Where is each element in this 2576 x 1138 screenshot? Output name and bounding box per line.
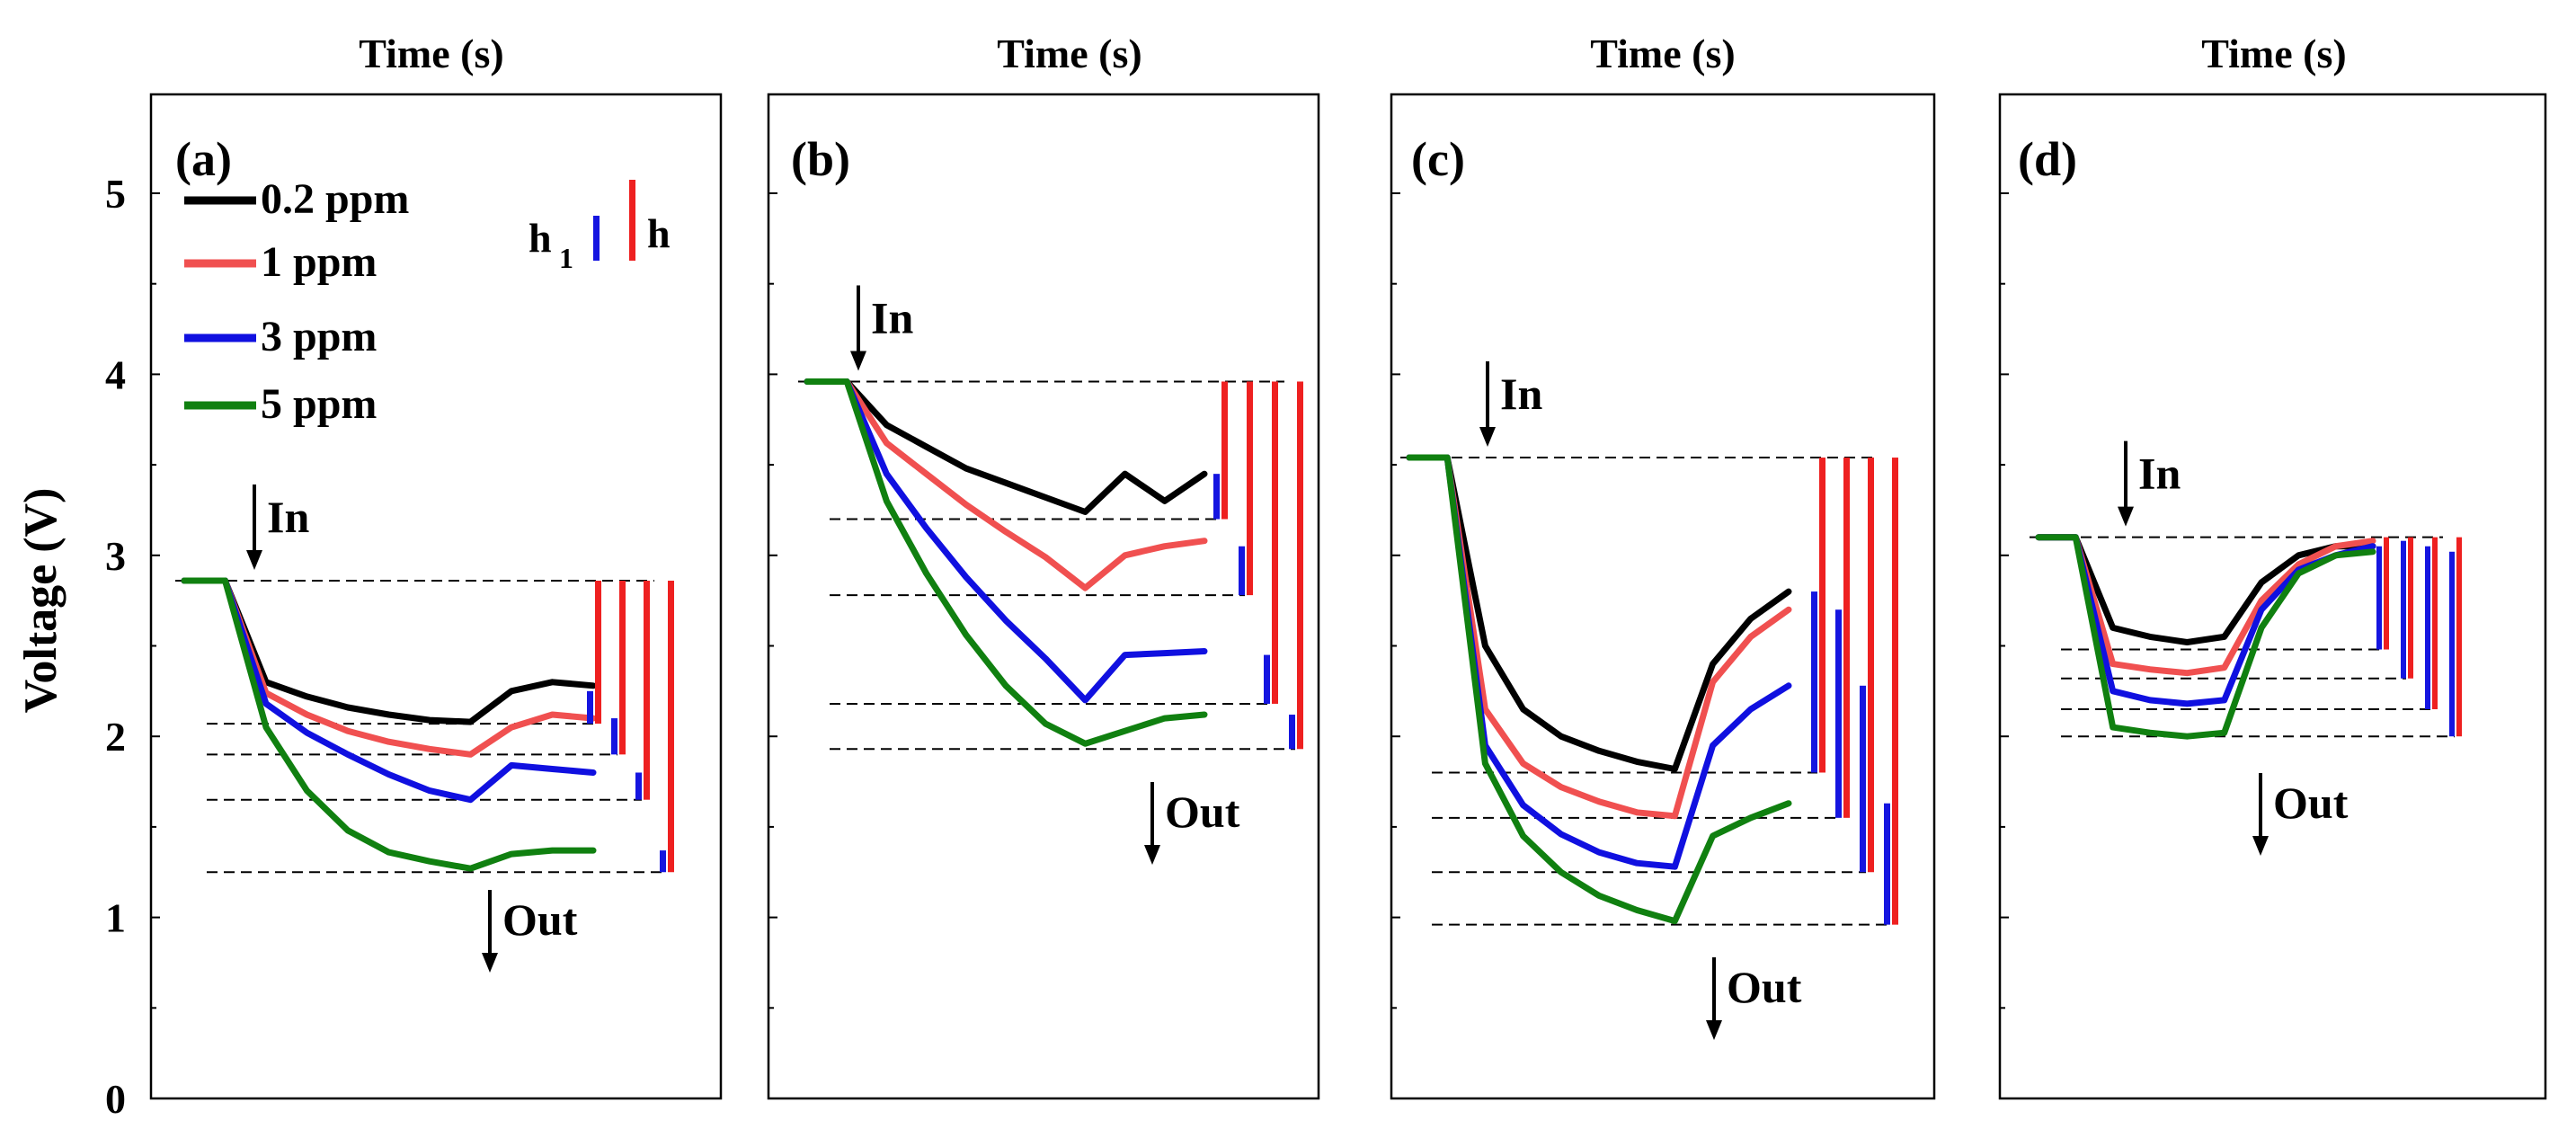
y-tick-label: 5 [105,171,126,217]
panel-a-series-blue [181,577,597,804]
panel-c-h-bar [1868,458,1874,873]
panel-d-h-bar [2432,537,2438,709]
panel-c-frame [1390,93,1936,1100]
panel-b-in-arrow-head [850,351,866,371]
height-bars [587,180,2462,925]
panel-a-h-bar [668,580,674,873]
y-axis-title: Voltage (V) [15,488,67,714]
panel-d-out-arrow-head [2252,836,2269,856]
panel-b-h-bar [1297,381,1303,750]
panel-b-series-black [804,378,1208,515]
panel-a-series-red [181,577,597,758]
panel-a-h-bar [644,580,650,800]
legend-label: 5 ppm [261,380,377,428]
series-lines [181,196,2376,925]
panel-a-frame [149,93,723,1100]
panel-d-in-arrow-head [2118,506,2134,527]
panel-b-out-label: Out [1165,787,1240,837]
panel-c-in-label: In [1500,369,1542,419]
panel-d-h1-bar [2401,540,2406,679]
legend-label: 1 ppm [261,238,377,286]
panel-c-out-arrow-head [1706,1020,1722,1040]
guide-lines [175,285,2455,1040]
panel-b-frame [767,93,1320,1100]
panel-d-series-black [2035,534,2376,645]
panel-b-series-green [804,378,1208,747]
panel-c-series-green [1406,454,1792,925]
legend-label: 0.2 ppm [261,175,409,223]
panel-b-series-blue [804,378,1208,704]
panel-b-h1-bar [1239,546,1245,596]
panel-d-h-bar [2408,537,2413,679]
panel-c-series-red [1406,454,1792,820]
panel-c-series-black [1406,454,1792,772]
panel-b-label: (b) [791,132,850,186]
panel-d-h1-bar [2425,546,2430,709]
panel-c-h-bar [1819,458,1825,773]
panel-b-in-label: In [871,292,913,342]
panel-frames [149,93,2547,1100]
panel-a-h1-bar [635,772,642,800]
panel-a-out-label: Out [502,894,578,945]
y-tick-label: 0 [105,1076,126,1122]
panel-a-out-arrow-head [482,953,498,973]
y-tick-label: 3 [105,533,126,579]
panel-d-series-green [2035,534,2376,740]
panel-d-frame [1998,93,2547,1100]
h1-legend-bar [593,216,600,261]
panel-b-h1-bar [1289,715,1295,750]
panel-b-h1-bar [1213,474,1220,520]
y-tick-label: 2 [105,714,126,760]
panel-c-xlabel: Time (s) [1590,31,1735,76]
panel-c-h-bar [1892,458,1898,925]
panel-d-h1-bar [2376,546,2382,650]
panel-d-xlabel: Time (s) [2201,31,2346,76]
panel-b-out-arrow-head [1144,845,1160,865]
panel-b-series-red [804,378,1208,591]
h-legend-bar [629,180,635,261]
panel-a-h1-bar [660,850,666,873]
panel-d-series-red [2035,534,2376,677]
y-tick-label: 4 [105,351,126,397]
panel-a-in-label: In [267,492,309,542]
panel-c-out-label: Out [1727,962,1802,1012]
panel-c-h1-bar [1811,591,1817,773]
panel-a-h-bar [619,580,626,755]
panel-d-h-bar [2456,537,2462,737]
panel-d-label: (d) [2018,132,2077,186]
panel-c-h-bar [1843,458,1850,818]
panel-b-h-bar [1272,381,1278,704]
panel-b-xlabel: Time (s) [997,31,1141,76]
panel-b-h1-bar [1264,654,1270,704]
panel-b-h-bar [1221,381,1228,520]
panel-a-h1-bar [611,718,617,755]
panel-a-h1-bar [587,690,593,725]
panel-d-in-label: In [2138,449,2181,499]
h1-legend-label: h [529,215,552,261]
panel-a-label: (a) [175,132,232,186]
legend-label: 3 ppm [261,313,377,360]
panel-a-in-arrow-head [246,549,262,570]
panel-c-h1-bar [1835,609,1842,818]
panel-b-h-bar [1247,381,1253,596]
y-tick-label: 1 [105,895,126,941]
panel-a-h-bar [595,580,601,725]
text-labels: Time (s) (a) In Out Time (s) (b) In Out Time (s)… [15,31,2349,1122]
panel-c-h1-bar [1860,685,1866,873]
panel-a-series-green [181,577,597,872]
panel-d-h-bar [2384,537,2389,650]
panel-a-xlabel: Time (s) [359,31,503,76]
h-legend-label: h [647,210,671,256]
panel-c-h1-bar [1884,803,1890,925]
h1-legend-subscript: 1 [559,242,573,274]
panel-c-label: (c) [1411,132,1465,186]
panel-c-in-arrow-head [1479,427,1496,448]
panel-d-h1-bar [2449,551,2455,737]
panel-d-out-label: Out [2273,778,2349,828]
